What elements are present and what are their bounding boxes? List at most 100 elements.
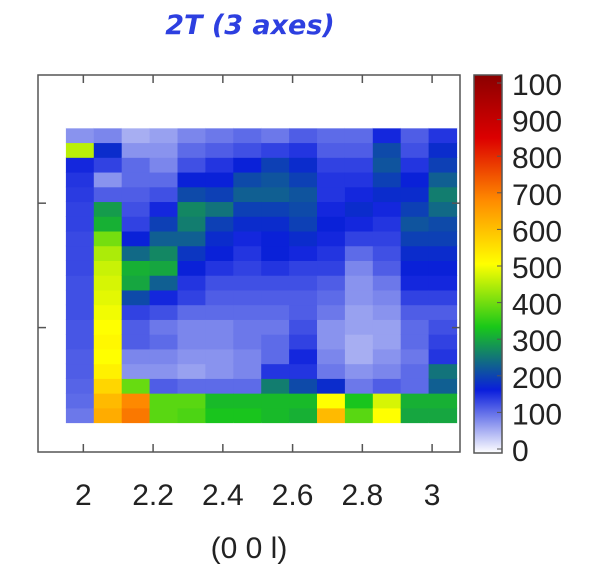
heatmap-cell [400,171,430,188]
heatmap-cell [233,437,262,453]
heatmap-cell [317,171,346,188]
heatmap-cell [149,378,179,394]
heatmap-cell [289,142,318,158]
heatmap-cell [428,378,458,394]
colorbar-tick-label: 400 [512,289,562,322]
heatmap-cell [400,422,430,438]
heatmap-cell [177,127,206,144]
heatmap-cell [428,437,458,453]
heatmap-cell [38,113,67,129]
heatmap-cell [93,304,123,320]
heatmap-cell [93,127,123,144]
heatmap-cell [38,407,67,424]
heatmap-cell [177,171,206,188]
heatmap-cell [317,216,346,232]
heatmap-cell [121,393,151,409]
heatmap-cell [233,348,262,365]
heatmap-cell [38,422,67,438]
heatmap-cell [38,334,67,350]
heatmap-cell [205,407,234,424]
heatmap-cell [149,319,179,335]
heatmap-cell [372,304,402,320]
heatmap-cell [400,378,430,394]
heatmap-cell [317,422,346,438]
heatmap-cell [428,186,458,203]
heatmap-cell [65,142,95,158]
heatmap-cell [205,319,234,335]
heatmap-cell [149,348,179,365]
heatmap-cell [149,230,179,247]
heatmap-cell [149,304,179,320]
heatmap-cell [93,275,123,291]
heatmap-cell [289,348,318,365]
heatmap-cell [344,319,374,335]
heatmap-cell [177,186,206,203]
heatmap-cell [317,334,346,350]
heatmap-cell [177,304,206,320]
heatmap-cell [372,348,402,365]
heatmap-cell [400,334,430,350]
heatmap-cell [149,127,179,144]
heatmap-cell [400,393,430,409]
heatmap-cell [205,127,234,144]
heatmap-cell [400,113,430,129]
heatmap-cell [344,422,374,438]
heatmap-cell [317,127,346,144]
heatmap-cell [205,348,234,365]
heatmap-cell [93,348,123,365]
heatmap-cell [344,348,374,365]
heatmap-cell [149,186,179,203]
heatmap-cell [177,230,206,247]
heatmap-cell [428,230,458,247]
heatmap-cell [38,275,67,291]
heatmap-cell [121,216,151,232]
heatmap-cell [261,378,290,394]
heatmap-cell [177,289,206,306]
heatmap-cell [428,157,458,173]
heatmap-cell [428,127,458,144]
heatmap-cell [400,407,430,424]
heatmap-cell [344,157,374,173]
heatmap-cell [149,260,179,276]
heatmap-cell [205,378,234,394]
heatmap-cell [149,201,179,217]
heatmap-cell [344,334,374,350]
heatmap-cell [149,393,179,409]
heatmap-cell [38,363,67,379]
heatmap-cell [261,348,290,365]
colorbar-tick-label: 300 [512,325,562,358]
heatmap-cell [65,157,95,173]
heatmap-cell [65,289,95,306]
heatmap-cell [65,363,95,379]
heatmap-cell [344,216,374,232]
heatmap-cell [261,393,290,409]
colorbar-tick-label: 500 [512,252,562,285]
heatmap-cell [317,275,346,291]
heatmap-cell [317,245,346,261]
heatmap-cell [121,275,151,291]
heatmap-cell [428,201,458,217]
heatmap-cell [65,113,95,129]
heatmap-cell [38,216,67,232]
heatmap-cell [344,407,374,424]
heatmap-cell [372,437,402,453]
heatmap-cell [261,437,290,453]
heatmap-cell [428,422,458,438]
heatmap-cell [233,260,262,276]
heatmap-cell [38,171,67,188]
heatmap-cell [317,363,346,379]
heatmap-cell [121,407,151,424]
heatmap-cell [205,304,234,320]
heatmap-cell [205,363,234,379]
heatmap-cell [428,245,458,261]
heatmap-cell [317,348,346,365]
heatmap-cell [372,363,402,379]
heatmap-cell [289,157,318,173]
heatmap-cell [38,186,67,203]
heatmap-cell [177,113,206,129]
heatmap-cell [261,142,290,158]
heatmap-cell [344,201,374,217]
heatmap-cell [261,230,290,247]
heatmap-cell [317,186,346,203]
heatmap-cell [428,319,458,335]
